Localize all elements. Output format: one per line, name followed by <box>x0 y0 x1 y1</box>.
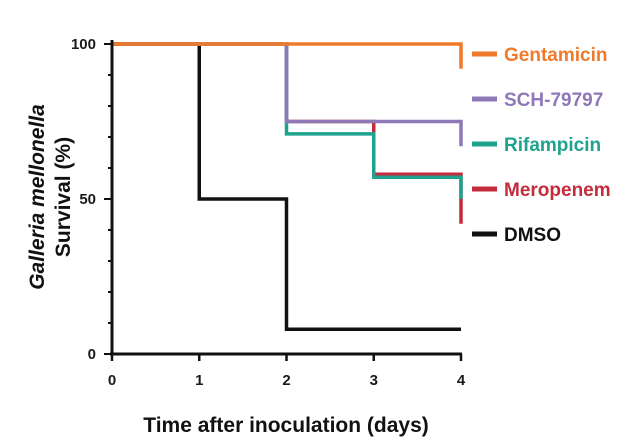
y-axis-title: Galleria mellonella Survival (%) <box>26 104 75 290</box>
legend-label: Meropenem <box>504 180 611 201</box>
legend-item-sch-79797: SCH-79797 <box>472 90 603 111</box>
x-tick-label: 2 <box>282 372 290 389</box>
x-tick-label: 4 <box>457 372 466 389</box>
legend-item-rifampicin: Rifampicin <box>472 135 601 156</box>
x-tick-label: 3 <box>370 372 378 389</box>
x-tick-label: 1 <box>195 372 203 389</box>
legend-label: Rifampicin <box>504 135 601 156</box>
ticks-layer: 0 1 2 3 4 0 50 100 <box>71 36 466 389</box>
x-axis-title: Time after inoculation (days) <box>143 414 429 437</box>
y-axis-title-line2: Survival (%) <box>52 137 75 257</box>
series-layer <box>112 42 463 331</box>
legend-label: DMSO <box>504 225 561 246</box>
legend-layer: Gentamicin SCH-79797 Rifampicin Meropenem DM… <box>472 45 611 246</box>
y-tick-label: 0 <box>88 346 96 363</box>
y-axis-title-line1: Galleria mellonella <box>26 104 49 290</box>
series-line-gentamicin <box>112 42 463 69</box>
legend-item-dmso: DMSO <box>472 225 561 246</box>
x-tick-label: 0 <box>108 372 116 389</box>
legend-label: Gentamicin <box>504 45 607 66</box>
y-tick-label: 50 <box>79 191 96 208</box>
y-tick-label: 100 <box>71 36 96 53</box>
legend-item-gentamicin: Gentamicin <box>472 45 607 66</box>
legend-item-meropenem: Meropenem <box>472 180 611 201</box>
legend-label: SCH-79797 <box>504 90 603 111</box>
